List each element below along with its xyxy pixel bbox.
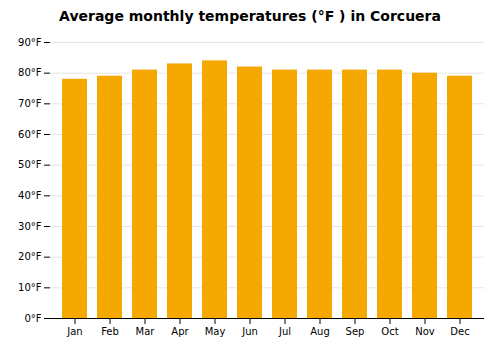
- svg-text:Apr: Apr: [171, 326, 189, 337]
- svg-text:Aug: Aug: [310, 326, 330, 337]
- svg-text:Oct: Oct: [381, 326, 398, 337]
- svg-text:70°F: 70°F: [18, 98, 42, 109]
- svg-text:Jan: Jan: [66, 326, 82, 337]
- svg-text:Dec: Dec: [450, 326, 469, 337]
- svg-text:Jun: Jun: [241, 326, 258, 337]
- svg-text:50°F: 50°F: [18, 159, 42, 170]
- svg-text:Sep: Sep: [346, 326, 365, 337]
- svg-text:Mar: Mar: [136, 326, 156, 337]
- svg-text:Jul: Jul: [278, 326, 291, 337]
- svg-text:90°F: 90°F: [18, 37, 42, 48]
- svg-text:Nov: Nov: [415, 326, 435, 337]
- svg-text:30°F: 30°F: [18, 221, 42, 232]
- svg-text:May: May: [205, 326, 226, 337]
- svg-text:10°F: 10°F: [18, 282, 42, 293]
- svg-text:60°F: 60°F: [18, 129, 42, 140]
- html-text:Average monthly temperatures (: Average monthly temperatures (°F ) in Co…: [59, 8, 441, 24]
- svg-text:Feb: Feb: [101, 326, 119, 337]
- svg-text:80°F: 80°F: [18, 67, 42, 78]
- svg-text:20°F: 20°F: [18, 251, 42, 262]
- svg-text:0°F: 0°F: [24, 313, 41, 324]
- svg-text:40°F: 40°F: [18, 190, 42, 201]
